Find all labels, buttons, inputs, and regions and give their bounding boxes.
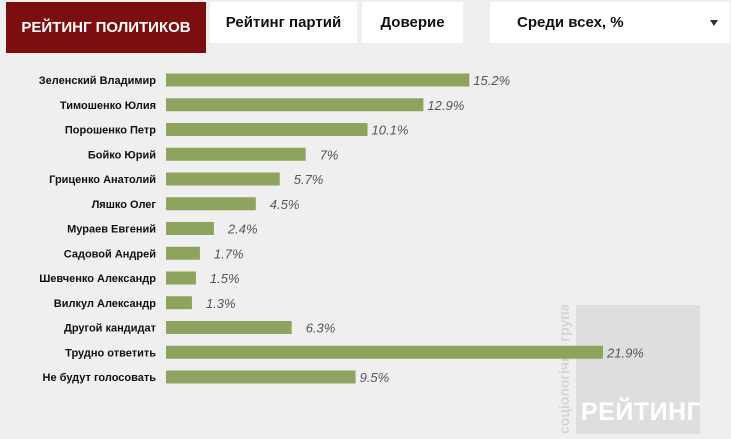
bar [166,123,368,136]
audience-select[interactable]: Среди всех, % [490,2,730,43]
category-label: Шевченко Александр [39,273,156,285]
category-label: Ляшко Олег [92,199,157,211]
tab-parties-rating[interactable]: Рейтинг партий [210,2,357,43]
tab-label: Доверие [380,14,445,31]
tab-label: РЕЙТИНГ ПОЛИТИКОВ [21,19,191,36]
bar [166,271,196,285]
category-label: Бойко Юрий [88,149,156,161]
value-label: 7% [320,147,339,162]
category-label: Зеленский Владимир [39,75,157,87]
value-label: 21.9% [606,345,644,360]
category-label: Не будут голосовать [43,372,157,384]
bar-chart-svg: Зеленский Владимир 15.2% Тимошенко Юлия 12.… [39,73,644,385]
bar [166,73,470,87]
bar [166,222,214,235]
value-label: 10.1% [372,123,409,138]
audience-select-value: Среди всех, % [517,14,624,31]
chevron-down-icon [710,20,718,26]
value-label: 1.5% [210,271,240,286]
tab-trust[interactable]: Доверие [362,2,463,43]
value-label: 1.7% [214,246,244,261]
value-label: 6.3% [306,321,336,336]
bar [166,296,192,310]
tab-label: Рейтинг партий [225,14,342,31]
value-label: 9.5% [360,370,390,385]
category-label: Садовой Андрей [64,248,156,260]
value-label: 15.2% [473,73,510,88]
category-label: Гриценко Анатолий [49,174,156,186]
value-label: 4.5% [270,197,300,212]
value-label: 2.4% [227,222,258,237]
bar [166,98,424,112]
category-label: Тимошенко Юлия [60,100,156,112]
bar [166,172,280,186]
category-label: Порошенко Петр [65,125,156,137]
category-label: Вилкул Александр [54,298,156,310]
bar [166,345,603,359]
value-label: 1.3% [206,296,236,311]
bar [166,321,292,334]
category-label: Мураев Евгений [67,224,156,236]
bar [166,370,356,384]
bar [166,197,256,211]
category-label: Другой кандидат [64,323,157,335]
rating-chart: Зеленский Владимир 15.2% Тимошенко Юлия 12.… [0,52,731,434]
value-label: 12.9% [427,98,464,113]
value-label: 5.7% [294,172,324,187]
watermark-background [576,305,700,434]
tab-bar: РЕЙТИНГ ПОЛИТИКОВ Рейтинг партий Доверие… [0,0,731,53]
tab-politicians-rating[interactable]: РЕЙТИНГ ПОЛИТИКОВ [6,2,206,53]
watermark-brand: РЕЙТИНГ [581,398,702,426]
category-label: Трудно ответить [65,347,156,359]
bar [166,246,200,260]
bar [166,147,306,161]
